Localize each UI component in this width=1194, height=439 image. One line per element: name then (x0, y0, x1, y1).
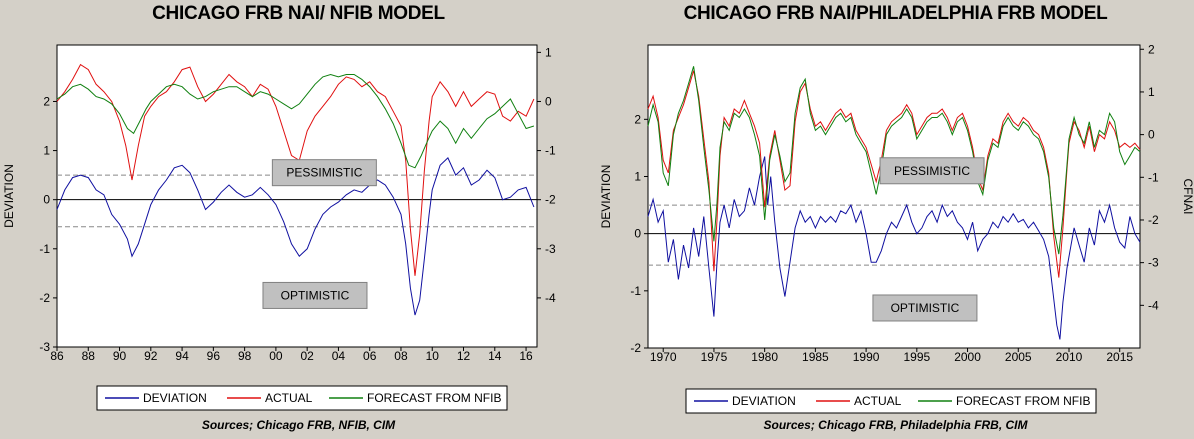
y2-tick-label: 2 (1148, 42, 1155, 56)
y2-tick-label: -2 (1148, 213, 1159, 227)
y-tick-label: 0 (634, 227, 641, 241)
series-line-actual (56, 63, 535, 276)
x-tick-label: 1985 (802, 350, 829, 364)
legend: DEVIATION ACTUAL FORECAST FROM NFIB (96, 385, 508, 411)
legend-box (685, 388, 1097, 414)
y2-tick-label: -3 (1148, 256, 1159, 270)
legend-label: DEVIATION (143, 391, 207, 405)
x-tick-label: 94 (175, 349, 189, 363)
x-tick-label: 98 (238, 349, 252, 363)
x-tick-label: 1980 (751, 350, 778, 364)
y-tick-label: 0 (43, 193, 50, 207)
annotation-box (262, 281, 368, 309)
y2-tick-label: 0 (1148, 128, 1155, 142)
series-line-deviation (647, 156, 1141, 340)
x-tick-label: 02 (300, 349, 314, 363)
x-tick-label: 10 (426, 349, 440, 363)
chart-source: Sources; Chicago FRB, NFIB, CIM (201, 418, 396, 432)
x-tick-label: 12 (457, 349, 471, 363)
series-line-forecast-from-nfib (56, 73, 535, 169)
x-tick-label: 1995 (903, 350, 930, 364)
y2-tick-label: -3 (545, 242, 556, 256)
x-tick-label: 86 (50, 349, 64, 363)
y-tick-label: -1 (630, 284, 641, 298)
annotation-box (271, 159, 377, 187)
x-tick-label: 1975 (701, 350, 728, 364)
x-tick-label: 2015 (1106, 350, 1133, 364)
legend: DEVIATION ACTUAL FORECAST FROM NFIB (685, 388, 1097, 414)
y-tick-label: 2 (634, 112, 641, 126)
y-axis-label: DEVIATION (2, 164, 16, 228)
chart-panel-right: CHICAGO FRB NAI/PHILADELPHIA FRB MODEL -… (597, 0, 1194, 439)
annotation-box (872, 294, 978, 322)
x-tick-label: 16 (519, 349, 533, 363)
annotation-optimistic: OPTIMISTIC (262, 281, 368, 309)
annotation-optimistic: OPTIMISTIC (872, 294, 978, 322)
y-tick-label: -3 (39, 340, 50, 354)
y-tick-label: -2 (630, 341, 641, 355)
series-line-deviation (56, 157, 535, 316)
annotation-text: PESSIMISTIC (894, 164, 970, 178)
x-tick-label: 04 (332, 349, 346, 363)
x-tick-label: 96 (207, 349, 221, 363)
y-tick-label: 1 (43, 144, 50, 158)
y2-tick-label: 1 (545, 45, 552, 59)
x-tick-label: 2010 (1056, 350, 1083, 364)
x-tick-label: 00 (269, 349, 283, 363)
x-tick-label: 1990 (853, 350, 880, 364)
x-tick-label: 06 (363, 349, 377, 363)
y-tick-label: -2 (39, 291, 50, 305)
x-tick-label: 1970 (650, 350, 677, 364)
x-tick-label: 2000 (954, 350, 981, 364)
annotation-pessimistic: PESSIMISTIC (879, 157, 985, 185)
y2-tick-label: -2 (545, 193, 556, 207)
x-tick-label: 14 (488, 349, 502, 363)
legend-label: FORECAST FROM NFIB (956, 394, 1090, 408)
chart-source: Sources; Chicago FRB, Philadelphia FRB, … (763, 418, 1028, 432)
chart-title: CHICAGO FRB NAI/ NFIB MODEL (152, 3, 445, 24)
legend-label: ACTUAL (265, 391, 313, 405)
series-line-actual (647, 70, 1141, 278)
legend-label: ACTUAL (854, 394, 902, 408)
y-tick-label: -1 (39, 242, 50, 256)
legend-label: FORECAST FROM NFIB (367, 391, 501, 405)
y2-tick-label: 1 (1148, 85, 1155, 99)
annotation-text: PESSIMISTIC (286, 166, 362, 180)
legend-box (96, 385, 508, 411)
x-tick-label: 92 (144, 349, 158, 363)
y2-tick-label: 0 (545, 94, 552, 108)
x-tick-label: 2005 (1005, 350, 1032, 364)
y2-tick-label: -1 (545, 144, 556, 158)
x-tick-label: 88 (82, 349, 96, 363)
annotation-pessimistic: PESSIMISTIC (271, 159, 377, 187)
legend-label: DEVIATION (732, 394, 796, 408)
annotation-text: OPTIMISTIC (281, 288, 350, 302)
annotation-text: OPTIMISTIC (891, 301, 960, 315)
chart-panel-left: CHICAGO FRB NAI/ NFIB MODEL -3 -2 -1 0 1 2 -4-… (2, 3, 556, 432)
chart-svg: -2 -1 0 1 2 -4 -3 -2 -1 0 1 2 1970 1975 1980 1985 1990 19… (599, 42, 1194, 414)
series-line-forecast-from-nfib (647, 66, 1141, 255)
x-tick-label: 90 (113, 349, 127, 363)
y-tick-label: 2 (43, 94, 50, 108)
annotation-box (879, 157, 985, 185)
x-tick-label: 08 (394, 349, 408, 363)
y-tick-label: 1 (634, 169, 641, 183)
chart-title: CHICAGO FRB NAI/PHILADELPHIA FRB MODEL (683, 3, 1108, 24)
y2-tick-label: -1 (1148, 170, 1159, 184)
y2-tick-label: -4 (1148, 298, 1159, 312)
y-axis-label: DEVIATION (599, 165, 613, 229)
y2-tick-label: -4 (545, 291, 556, 305)
y2-axis-label: CFNAI (1181, 179, 1194, 215)
